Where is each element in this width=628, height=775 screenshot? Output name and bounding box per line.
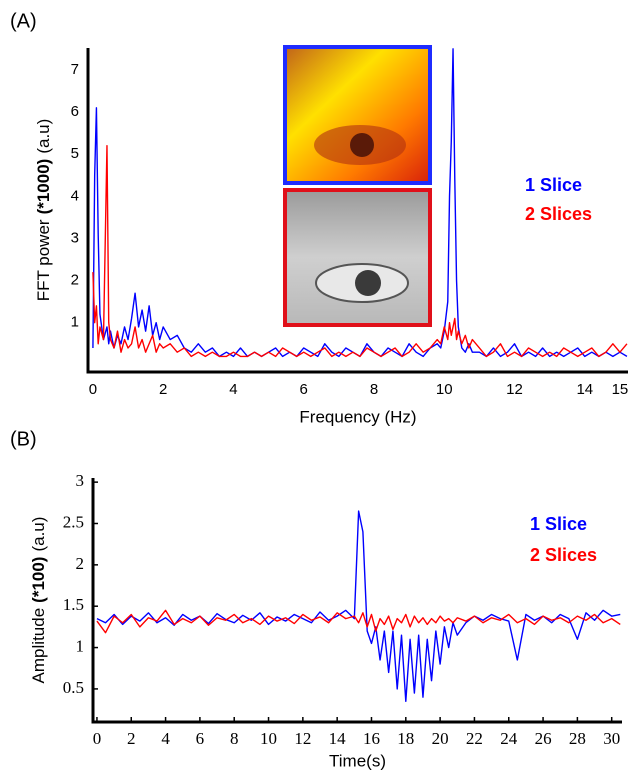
- x-tick-label: 10: [436, 381, 453, 398]
- chart-panel: [96, 510, 621, 703]
- legend-label: 2 Slices: [530, 545, 597, 565]
- y-tick-label: 1.5: [63, 595, 84, 614]
- y-axis-label-part: Amplitude: [29, 608, 48, 684]
- y-tick-label: 7: [71, 61, 79, 78]
- x-tick-label: 10: [260, 729, 277, 748]
- y-tick-label: 3: [76, 471, 85, 490]
- y-axis-label-part: (a.u): [29, 517, 48, 552]
- y-axis-label-part: (*1000): [34, 159, 53, 215]
- panel-label: (B): [10, 428, 37, 450]
- x-tick-label: 6: [300, 381, 308, 398]
- grayscale-eye-image: [283, 188, 432, 327]
- x-tick-label: 28: [569, 729, 586, 748]
- x-tick-label: 22: [466, 729, 483, 748]
- x-axis-label: Time(s): [329, 751, 386, 770]
- y-axis-label-part: (a.u): [34, 119, 53, 154]
- chart-panel: [92, 48, 628, 358]
- y-axis-label: FFT power (*1000) (a.u): [34, 119, 53, 302]
- x-tick-label: 15: [612, 381, 628, 398]
- y-tick-label: 0.5: [63, 678, 84, 697]
- y-tick-label: 6: [71, 103, 79, 120]
- x-tick-label: 14: [576, 381, 593, 398]
- y-tick-label: 2: [76, 554, 85, 573]
- y-axis-label: Amplitude (*100) (a.u): [29, 517, 48, 684]
- iris: [350, 133, 374, 157]
- data-line: [96, 510, 621, 703]
- x-tick-label: 24: [500, 729, 518, 748]
- x-tick-label: 0: [89, 381, 97, 398]
- x-tick-label: 14: [329, 729, 347, 748]
- y-axis-label-part: (*100): [29, 557, 48, 603]
- x-tick-label: 6: [196, 729, 205, 748]
- panel-label: (A): [10, 10, 37, 32]
- y-tick-label: 2: [71, 272, 79, 289]
- y-tick-label: 4: [71, 187, 79, 204]
- eye-images: [283, 45, 432, 327]
- legend-label: 2 Slices: [525, 204, 592, 224]
- x-tick-label: 26: [535, 729, 552, 748]
- x-tick-label: 30: [603, 729, 620, 748]
- x-tick-label: 20: [432, 729, 449, 748]
- x-tick-label: 8: [370, 381, 378, 398]
- iris: [355, 270, 381, 296]
- legend-label: 1 Slice: [525, 175, 582, 195]
- x-tick-label: 4: [229, 381, 237, 398]
- y-tick-label: 5: [71, 145, 79, 162]
- x-tick-label: 12: [506, 381, 523, 398]
- x-tick-label: 16: [363, 729, 380, 748]
- x-tick-label: 18: [397, 729, 414, 748]
- x-tick-label: 2: [159, 381, 167, 398]
- y-tick-label: 1: [76, 636, 85, 655]
- x-tick-label: 12: [294, 729, 311, 748]
- data-line: [92, 145, 628, 358]
- x-tick-label: 2: [127, 729, 136, 748]
- data-line: [92, 48, 628, 358]
- x-axis-label: Frequency (Hz): [299, 407, 416, 426]
- y-tick-label: 2.5: [63, 512, 84, 531]
- x-tick-label: 8: [230, 729, 239, 748]
- legend-label: 1 Slice: [530, 514, 587, 534]
- x-tick-label: 4: [161, 729, 170, 748]
- y-axis-label-part: FFT power: [34, 219, 53, 301]
- x-tick-label: 0: [93, 729, 102, 748]
- y-tick-label: 3: [71, 229, 79, 246]
- y-tick-label: 1: [71, 314, 79, 331]
- data-line: [96, 609, 621, 634]
